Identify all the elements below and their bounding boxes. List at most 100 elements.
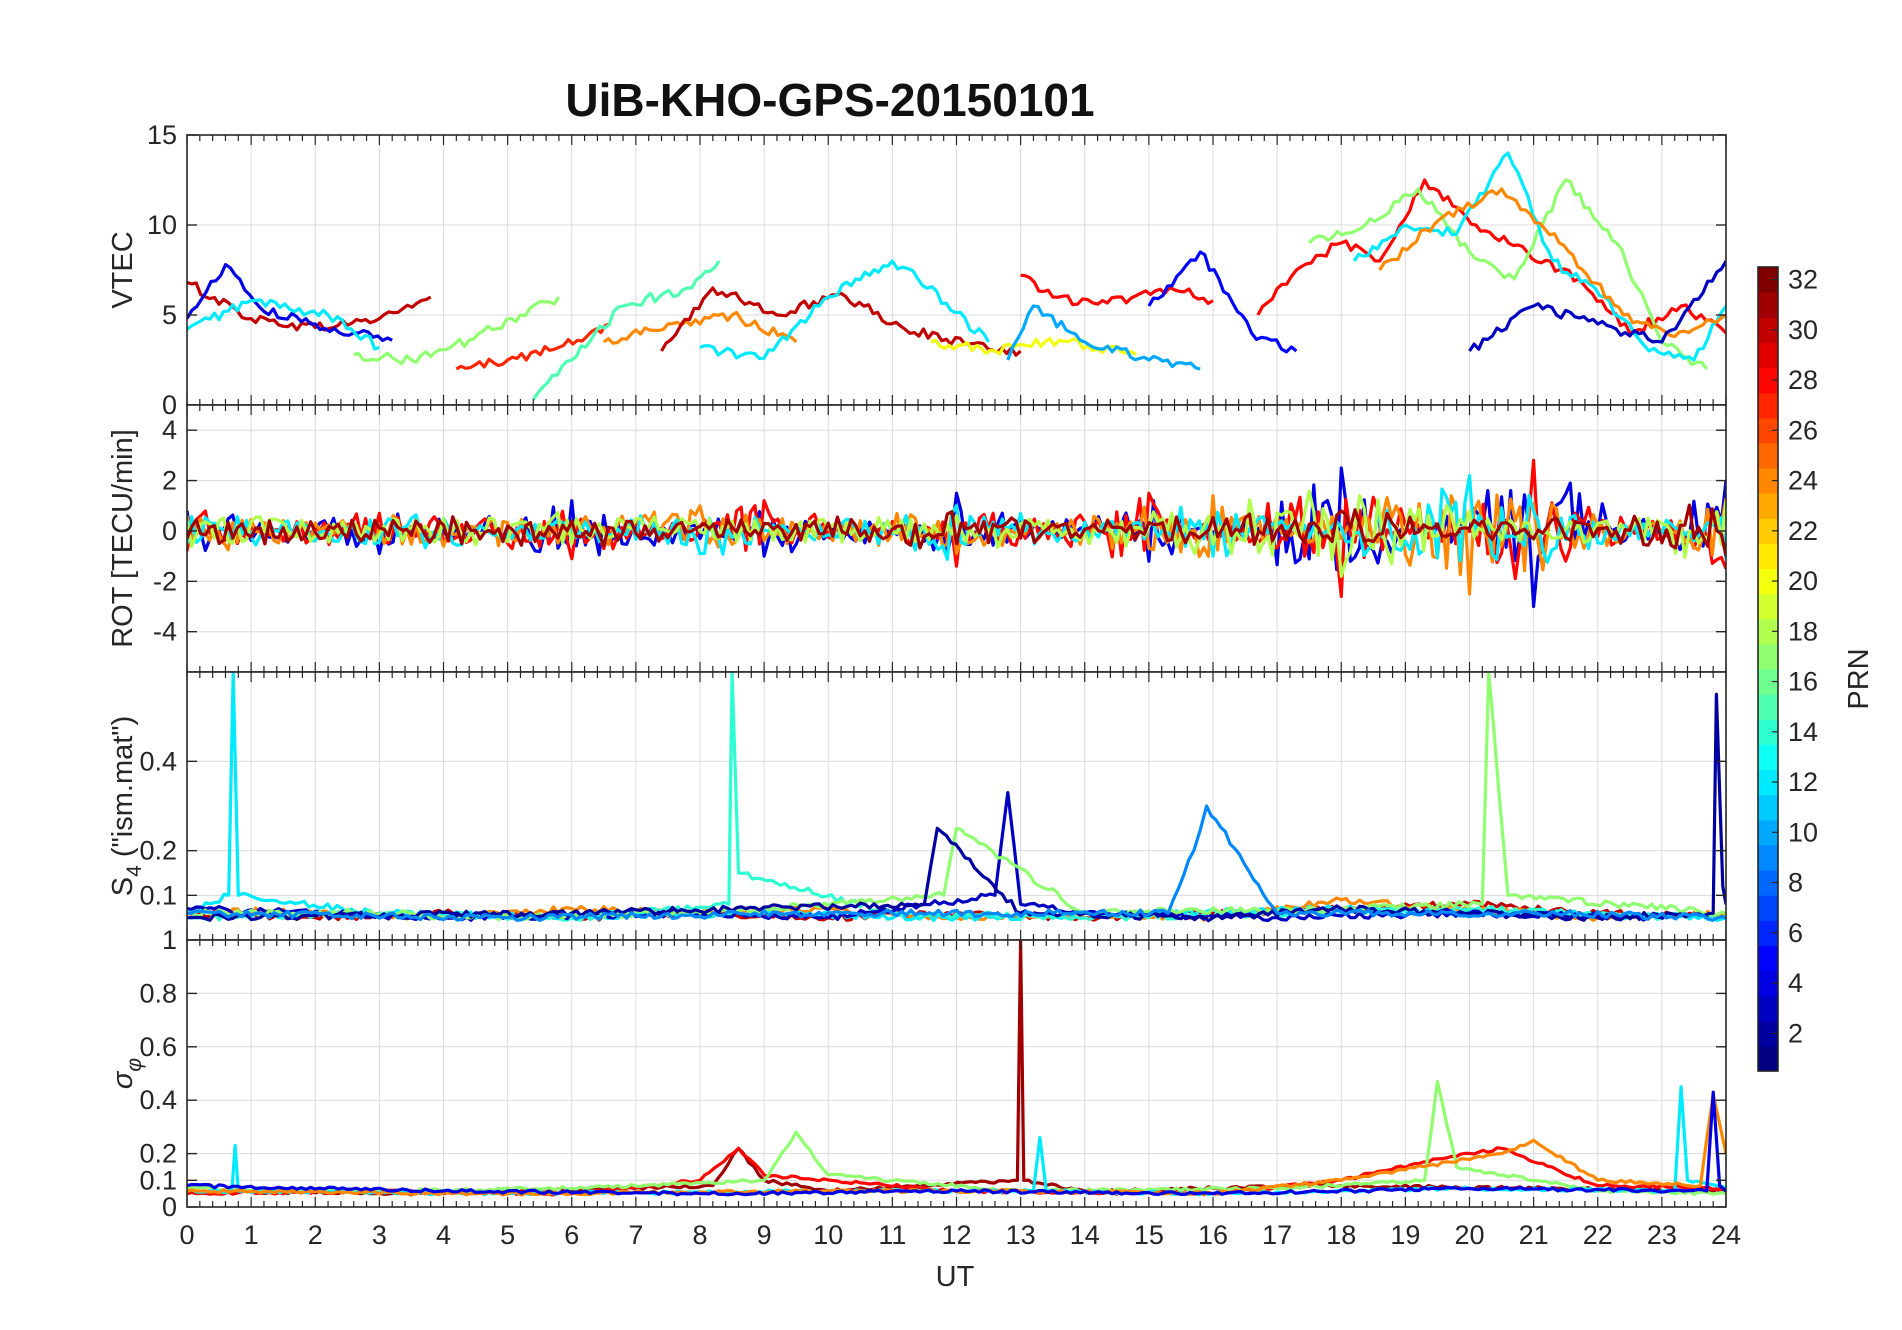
x-tick-label: 4 bbox=[436, 1220, 451, 1250]
x-tick-label: 20 bbox=[1454, 1220, 1484, 1250]
x-tick-label: 0 bbox=[179, 1220, 194, 1250]
colorbar-segment bbox=[1758, 920, 1778, 946]
colorbar-label: PRN bbox=[1843, 648, 1875, 709]
colorbar-segment bbox=[1758, 669, 1778, 695]
colorbar-tick-label: 16 bbox=[1788, 667, 1818, 697]
y-axis-label: S4 ("ism.mat") bbox=[107, 716, 146, 897]
series-line-prn-4 bbox=[187, 263, 393, 342]
panel-s4: 0.1 0.2 0.4S4 ("ism.mat") bbox=[107, 671, 1727, 941]
colorbar-segment bbox=[1758, 417, 1778, 444]
series-line-prn-31 bbox=[187, 503, 1726, 557]
series-group bbox=[187, 151, 1726, 401]
series-line-prn-24 bbox=[1378, 187, 1726, 339]
colorbar-tick-label: 22 bbox=[1788, 516, 1818, 546]
colorbar-segment bbox=[1758, 895, 1778, 921]
colorbar-segment bbox=[1758, 392, 1778, 419]
colorbar-segment bbox=[1758, 518, 1778, 544]
series-group bbox=[187, 458, 1726, 609]
y-tick-label: 0.4 bbox=[139, 746, 177, 776]
x-tick-label: 12 bbox=[941, 1220, 971, 1250]
series-line-prn-18 bbox=[187, 489, 1726, 578]
colorbar-tick-label: 20 bbox=[1788, 566, 1818, 596]
x-tick-label: 23 bbox=[1647, 1220, 1677, 1250]
series-line-prn-10 bbox=[1006, 304, 1201, 371]
colorbar-segment bbox=[1758, 1020, 1778, 1047]
y-tick-label: -2 bbox=[153, 566, 177, 596]
series-line-prn-27 bbox=[455, 322, 611, 371]
colorbar-segment bbox=[1758, 618, 1778, 645]
colorbar-segment bbox=[1758, 870, 1778, 896]
colorbar-segment bbox=[1758, 844, 1778, 871]
colorbar-tick-label: 14 bbox=[1788, 717, 1818, 747]
series-line-prn-12 bbox=[699, 259, 990, 361]
y-axis-label: σφ bbox=[107, 1058, 146, 1090]
panel-sigma_phi: 00.10.2 0.4 0.6 0.8 1 σφ bbox=[107, 925, 1727, 1222]
y-tick-label: 0 bbox=[162, 390, 177, 420]
y-tick-label: 0 bbox=[162, 1192, 177, 1222]
colorbar-segment bbox=[1758, 543, 1778, 570]
y-tick-label: 2 bbox=[162, 466, 177, 496]
series-line-prn-17 bbox=[1308, 178, 1709, 370]
series-line-prn-15 bbox=[531, 260, 721, 401]
series-line-prn-28 bbox=[1020, 273, 1214, 307]
series-line-prn-20 bbox=[930, 337, 1137, 356]
series-line-prn-12 bbox=[187, 298, 380, 351]
series-line-prn-5 bbox=[1147, 250, 1298, 354]
colorbar-tick-label: 24 bbox=[1788, 466, 1818, 496]
x-tick-label: 16 bbox=[1198, 1220, 1228, 1250]
chart-title: UiB-KHO-GPS-20150101 bbox=[565, 74, 1094, 126]
colorbar-tick-label: 18 bbox=[1788, 616, 1818, 646]
y-tick-label: 0.4 bbox=[139, 1085, 177, 1115]
y-tick-label: 0.1 bbox=[139, 880, 177, 910]
y-tick-label: 0 bbox=[162, 516, 177, 546]
x-tick-label: 8 bbox=[692, 1220, 707, 1250]
colorbar-segment bbox=[1758, 995, 1778, 1022]
colorbar-segment bbox=[1758, 342, 1778, 369]
y-tick-label: 15 bbox=[147, 120, 177, 150]
x-tick-label: 7 bbox=[628, 1220, 643, 1250]
colorbar-segment bbox=[1758, 945, 1778, 972]
panel-rot: -4 -2 0 2 4 ROT [TECU/min] bbox=[107, 404, 1727, 673]
y-tick-label: 1 bbox=[162, 925, 177, 955]
series-line-prn-2 bbox=[187, 692, 1726, 923]
y-tick-label: 0.2 bbox=[139, 836, 177, 866]
colorbar-segment bbox=[1758, 593, 1778, 620]
series-line-prn-30 bbox=[660, 286, 1022, 357]
y-tick-label: 10 bbox=[147, 210, 177, 240]
colorbar-segment bbox=[1758, 769, 1778, 796]
series-line-prn-24 bbox=[602, 310, 798, 345]
colorbar-segment bbox=[1758, 317, 1778, 343]
colorbar-segment bbox=[1758, 493, 1778, 519]
series-line-prn-3 bbox=[1468, 260, 1726, 352]
colorbar-frame bbox=[1757, 266, 1779, 1072]
colorbar-tick-label: 32 bbox=[1788, 265, 1818, 295]
y-tick-label: 0.1 bbox=[139, 1165, 177, 1195]
colorbar-segment bbox=[1758, 744, 1778, 771]
colorbar-segment bbox=[1758, 719, 1778, 745]
x-tick-label: 9 bbox=[757, 1220, 772, 1250]
x-axis-label: UT bbox=[936, 1261, 975, 1293]
y-axis-label: ROT [TECU/min] bbox=[107, 429, 139, 648]
series-line-prn-24 bbox=[187, 493, 1726, 596]
series-group bbox=[187, 940, 1726, 1197]
x-tick-label: 14 bbox=[1070, 1220, 1100, 1250]
colorbar-segment bbox=[1758, 468, 1778, 494]
y-tick-label: -4 bbox=[153, 617, 177, 647]
colorbar-segment bbox=[1758, 694, 1778, 720]
x-tick-label: 22 bbox=[1583, 1220, 1613, 1250]
x-tick-label: 24 bbox=[1711, 1220, 1741, 1250]
series-group bbox=[187, 672, 1726, 923]
y-tick-label: 5 bbox=[162, 300, 177, 330]
colorbar-segment bbox=[1758, 442, 1778, 469]
x-tick-label: 21 bbox=[1519, 1220, 1549, 1250]
x-tick-label: 11 bbox=[878, 1220, 906, 1250]
colorbar-segment bbox=[1758, 292, 1778, 318]
series-line-prn-4 bbox=[187, 1090, 1726, 1197]
colorbar-tick-label: 30 bbox=[1788, 315, 1818, 345]
x-axis: 0 1 2 3 4 5 6 7 8 9 10 11 12 13 14 15 16 17 18 19 20 21 22 23 24 bbox=[179, 1220, 1741, 1250]
panel-vtec: 0 5 10 15 VTEC bbox=[107, 120, 1727, 420]
y-axis-label: VTEC bbox=[107, 231, 139, 308]
